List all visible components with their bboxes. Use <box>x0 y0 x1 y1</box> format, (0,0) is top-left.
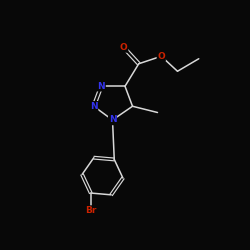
Text: Br: Br <box>85 206 96 215</box>
Text: N: N <box>98 82 105 91</box>
Text: O: O <box>158 52 165 61</box>
Text: N: N <box>90 102 98 111</box>
Text: O: O <box>120 43 128 52</box>
Text: N: N <box>109 116 116 124</box>
